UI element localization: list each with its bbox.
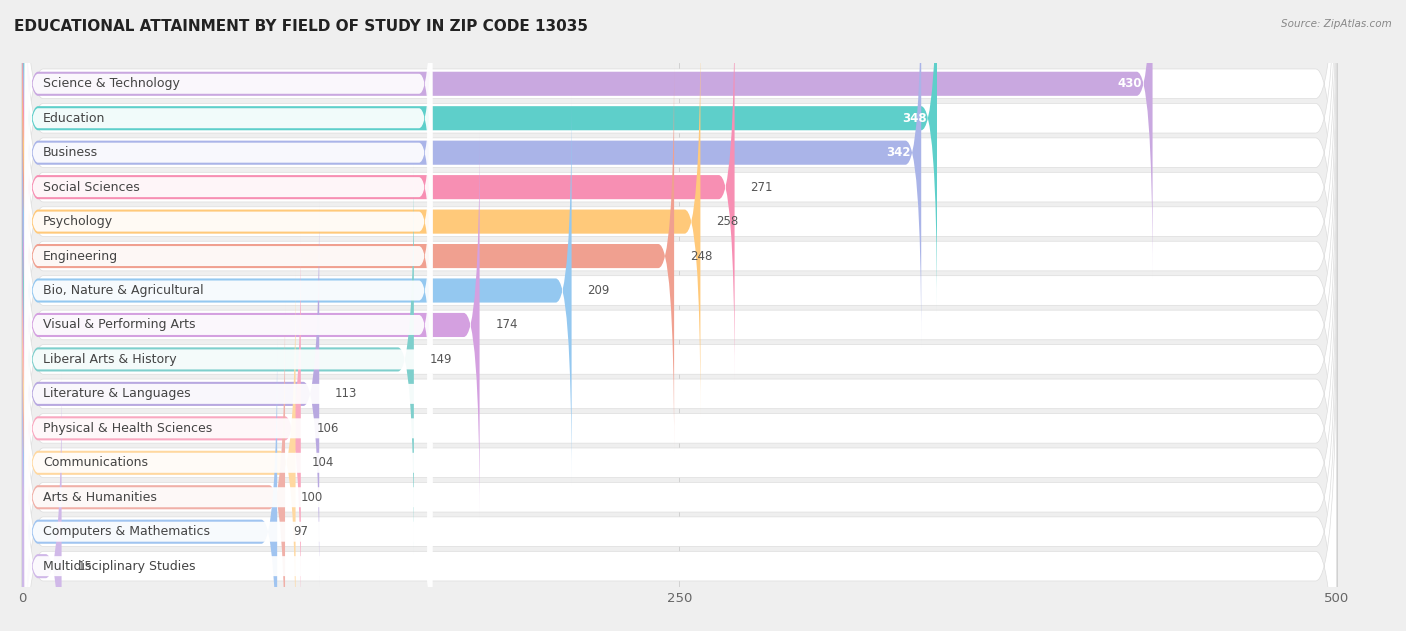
Text: 430: 430 — [1118, 77, 1142, 90]
FancyBboxPatch shape — [25, 59, 432, 384]
Text: Education: Education — [44, 112, 105, 125]
FancyBboxPatch shape — [22, 372, 62, 631]
Text: 248: 248 — [690, 249, 713, 262]
Text: Computers & Mathematics: Computers & Mathematics — [44, 525, 209, 538]
FancyBboxPatch shape — [22, 133, 1337, 631]
FancyBboxPatch shape — [22, 199, 319, 589]
FancyBboxPatch shape — [25, 300, 432, 625]
FancyBboxPatch shape — [25, 197, 432, 522]
FancyBboxPatch shape — [22, 237, 1337, 631]
Text: Science & Technology: Science & Technology — [44, 77, 180, 90]
FancyBboxPatch shape — [25, 232, 432, 556]
FancyBboxPatch shape — [25, 0, 432, 281]
Text: 113: 113 — [335, 387, 357, 401]
FancyBboxPatch shape — [22, 165, 413, 554]
Text: EDUCATIONAL ATTAINMENT BY FIELD OF STUDY IN ZIP CODE 13035: EDUCATIONAL ATTAINMENT BY FIELD OF STUDY… — [14, 19, 588, 34]
FancyBboxPatch shape — [22, 64, 1337, 586]
FancyBboxPatch shape — [22, 0, 734, 382]
FancyBboxPatch shape — [22, 0, 1337, 413]
Text: Literature & Languages: Literature & Languages — [44, 387, 191, 401]
FancyBboxPatch shape — [22, 268, 295, 631]
Text: 271: 271 — [751, 180, 773, 194]
FancyBboxPatch shape — [22, 130, 479, 520]
FancyBboxPatch shape — [22, 0, 1337, 345]
Text: Bio, Nature & Agricultural: Bio, Nature & Agricultural — [44, 284, 204, 297]
FancyBboxPatch shape — [22, 0, 1153, 278]
FancyBboxPatch shape — [25, 0, 432, 315]
Text: 15: 15 — [77, 560, 93, 573]
Text: Physical & Health Sciences: Physical & Health Sciences — [44, 422, 212, 435]
FancyBboxPatch shape — [22, 27, 700, 416]
Text: 149: 149 — [430, 353, 453, 366]
Text: 258: 258 — [716, 215, 738, 228]
FancyBboxPatch shape — [25, 25, 432, 350]
Text: Social Sciences: Social Sciences — [44, 180, 141, 194]
FancyBboxPatch shape — [25, 404, 432, 631]
FancyBboxPatch shape — [25, 163, 432, 487]
FancyBboxPatch shape — [22, 271, 1337, 631]
FancyBboxPatch shape — [22, 233, 301, 623]
FancyBboxPatch shape — [22, 96, 572, 485]
FancyBboxPatch shape — [25, 0, 432, 246]
FancyBboxPatch shape — [22, 0, 1337, 448]
Text: 106: 106 — [316, 422, 339, 435]
Text: Communications: Communications — [44, 456, 148, 469]
FancyBboxPatch shape — [22, 30, 1337, 551]
Text: Business: Business — [44, 146, 98, 159]
Text: 174: 174 — [495, 319, 517, 331]
FancyBboxPatch shape — [22, 202, 1337, 631]
FancyBboxPatch shape — [22, 0, 1337, 517]
Text: Source: ZipAtlas.com: Source: ZipAtlas.com — [1281, 19, 1392, 29]
Text: 342: 342 — [886, 146, 911, 159]
FancyBboxPatch shape — [25, 335, 432, 631]
FancyBboxPatch shape — [25, 94, 432, 418]
FancyBboxPatch shape — [22, 98, 1337, 620]
Text: Visual & Performing Arts: Visual & Performing Arts — [44, 319, 195, 331]
Text: 209: 209 — [588, 284, 610, 297]
FancyBboxPatch shape — [22, 0, 1337, 379]
FancyBboxPatch shape — [22, 337, 277, 631]
Text: Engineering: Engineering — [44, 249, 118, 262]
Text: Arts & Humanities: Arts & Humanities — [44, 491, 157, 504]
Text: 104: 104 — [311, 456, 333, 469]
Text: Multidisciplinary Studies: Multidisciplinary Studies — [44, 560, 195, 573]
FancyBboxPatch shape — [25, 128, 432, 453]
Text: Liberal Arts & History: Liberal Arts & History — [44, 353, 177, 366]
FancyBboxPatch shape — [22, 61, 673, 451]
FancyBboxPatch shape — [22, 0, 1337, 483]
FancyBboxPatch shape — [22, 167, 1337, 631]
FancyBboxPatch shape — [22, 0, 936, 313]
FancyBboxPatch shape — [25, 369, 432, 631]
FancyBboxPatch shape — [22, 303, 285, 631]
Text: 97: 97 — [292, 525, 308, 538]
Text: 348: 348 — [901, 112, 927, 125]
FancyBboxPatch shape — [22, 305, 1337, 631]
FancyBboxPatch shape — [25, 266, 432, 591]
FancyBboxPatch shape — [22, 0, 921, 347]
Text: Psychology: Psychology — [44, 215, 114, 228]
Text: 100: 100 — [301, 491, 323, 504]
